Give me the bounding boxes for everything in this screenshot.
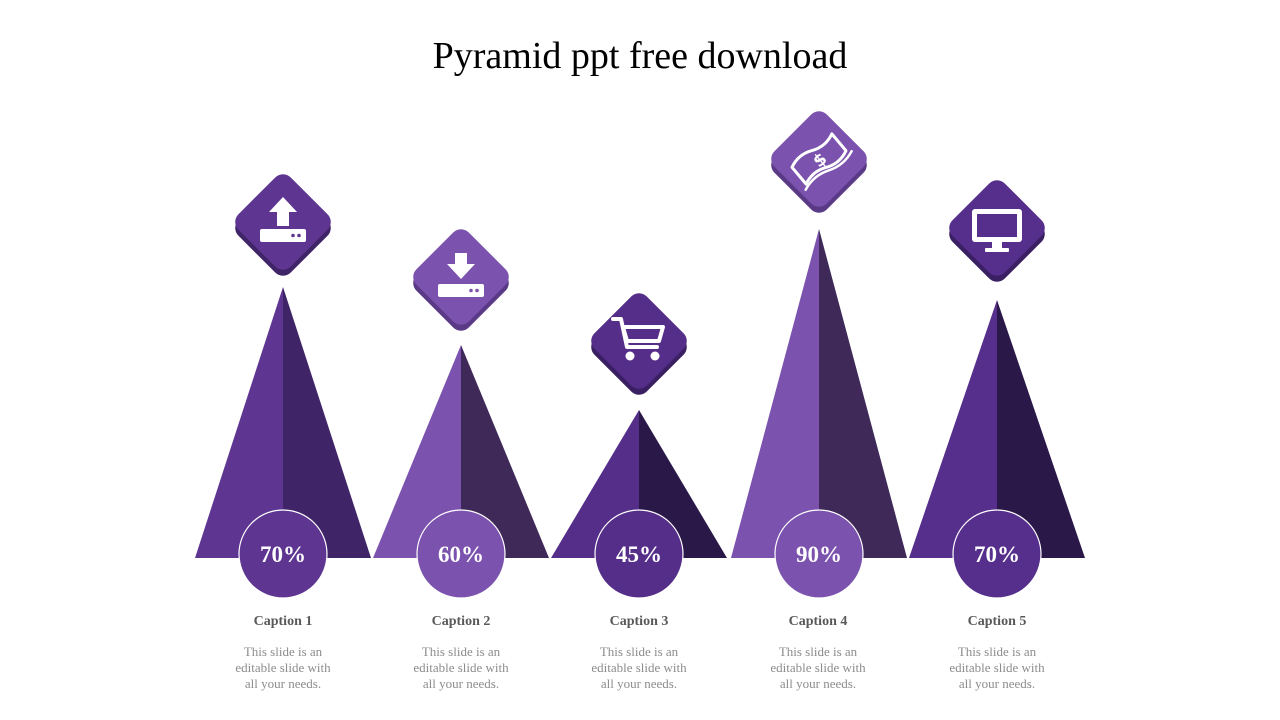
pyramid-1: 70% [195, 287, 371, 599]
pyramid-5-value: 70% [974, 542, 1020, 567]
caption-block-2: Caption 2 This slide is an editable slid… [376, 614, 546, 692]
pyramid-5-right-face [997, 300, 1085, 558]
monitor-icon [972, 209, 1022, 252]
diamond-1 [235, 174, 331, 276]
caption-block-1: Caption 1 This slide is an editable slid… [198, 614, 368, 692]
upload-icon [260, 197, 306, 242]
caption-title-2: Caption 2 [431, 614, 491, 629]
caption-block-5: Caption 5 This slide is an editable slid… [912, 614, 1082, 692]
pyramid-2-value: 60% [438, 542, 484, 567]
diamond-2 [413, 229, 509, 331]
caption-description-4: This slide is an editable slide with all… [770, 644, 866, 691]
caption-block-4: Caption 4 This slide is an editable slid… [733, 614, 903, 692]
caption-description-5: This slide is an editable slide with all… [949, 644, 1045, 691]
caption-block-3: Caption 3 This slide is an editable slid… [554, 614, 724, 692]
caption-title-4: Caption 4 [788, 614, 848, 629]
diamond-5 [949, 180, 1045, 282]
pyramid-3-value-circle [594, 509, 684, 599]
pyramid-5-left-face [909, 300, 997, 558]
pyramid-1-value-circle [238, 509, 328, 599]
caption-description-1: This slide is an editable slide with all… [235, 644, 331, 691]
pyramid-2-right-face [461, 345, 549, 558]
diamond-4: $ [771, 111, 867, 213]
pyramid-1-value: 70% [260, 542, 306, 567]
caption-title-5: Caption 5 [967, 614, 1027, 629]
pyramid-4: 90% [731, 229, 907, 599]
pyramid-2-left-face [373, 345, 461, 558]
pyramid-1-right-face [283, 287, 371, 558]
caption-description-3: This slide is an editable slide with all… [591, 644, 687, 691]
pyramid-5: 70% [909, 300, 1085, 599]
pyramid-4-right-face [819, 229, 907, 558]
pyramid-3-value: 45% [616, 542, 662, 567]
caption-description-2: This slide is an editable slide with all… [413, 644, 509, 691]
pyramid-4-value-circle [774, 509, 864, 599]
cart-icon [611, 317, 665, 361]
pyramid-1-left-face [195, 287, 283, 558]
slide-title: Pyramid ppt free download [432, 35, 848, 77]
pyramid-2-value-circle [416, 509, 506, 599]
download-icon [438, 253, 484, 297]
pyramid-2: 60% [373, 345, 549, 599]
pyramid-5-value-circle [952, 509, 1042, 599]
pyramid-3: 45% [551, 410, 727, 599]
caption-title-1: Caption 1 [253, 614, 313, 629]
diamond-4-face [771, 111, 867, 207]
pyramid-4-value: 90% [796, 542, 842, 567]
diamond-3 [591, 293, 687, 395]
pyramid-4-left-face [731, 229, 819, 558]
caption-title-3: Caption 3 [609, 614, 669, 629]
